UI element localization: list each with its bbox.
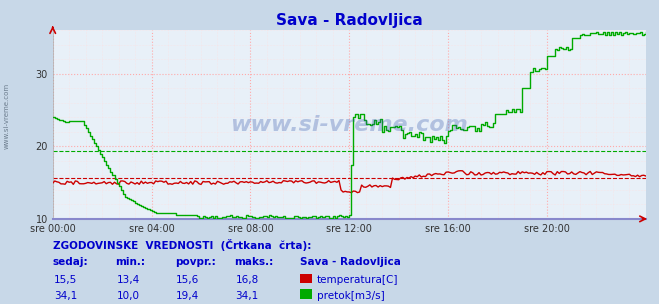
Text: ZGODOVINSKE  VREDNOSTI  (Črtkana  črta):: ZGODOVINSKE VREDNOSTI (Črtkana črta): bbox=[53, 239, 311, 250]
Text: 16,8: 16,8 bbox=[235, 275, 259, 285]
Text: Sava - Radovljica: Sava - Radovljica bbox=[300, 257, 401, 267]
Text: min.:: min.: bbox=[115, 257, 146, 267]
Text: 15,5: 15,5 bbox=[54, 275, 78, 285]
Text: 19,4: 19,4 bbox=[176, 291, 200, 301]
Text: pretok[m3/s]: pretok[m3/s] bbox=[317, 291, 385, 301]
Text: temperatura[C]: temperatura[C] bbox=[317, 275, 399, 285]
Text: 34,1: 34,1 bbox=[54, 291, 78, 301]
Text: 15,6: 15,6 bbox=[176, 275, 200, 285]
Text: 10,0: 10,0 bbox=[117, 291, 140, 301]
Text: www.si-vreme.com: www.si-vreme.com bbox=[3, 82, 9, 149]
Text: 13,4: 13,4 bbox=[117, 275, 140, 285]
Text: sedaj:: sedaj: bbox=[53, 257, 88, 267]
Text: povpr.:: povpr.: bbox=[175, 257, 215, 267]
Text: 34,1: 34,1 bbox=[235, 291, 259, 301]
Text: maks.:: maks.: bbox=[234, 257, 273, 267]
Title: Sava - Radovljica: Sava - Radovljica bbox=[276, 13, 422, 28]
Text: www.si-vreme.com: www.si-vreme.com bbox=[231, 115, 468, 135]
